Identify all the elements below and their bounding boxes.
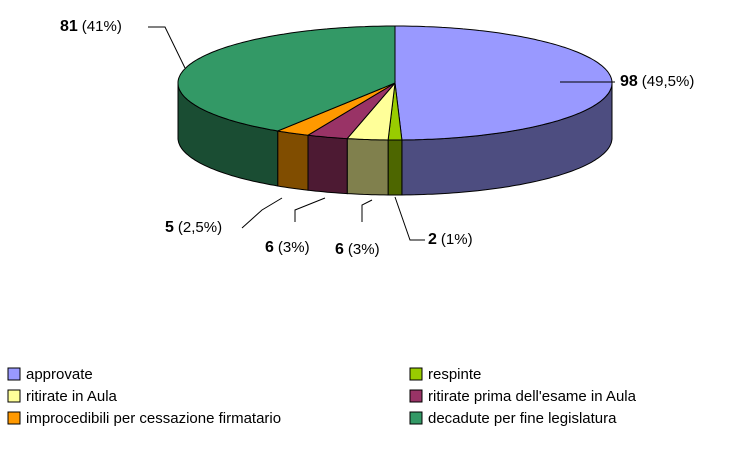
data-label-percent: (3%) <box>348 241 380 258</box>
pie-wall <box>277 130 309 191</box>
data-label: 2 (1%) <box>428 231 473 248</box>
pie-wall <box>387 139 403 196</box>
legend-label: improcedibili per cessazione firmatario <box>26 410 281 427</box>
leader-line <box>294 197 326 222</box>
pie-wall <box>307 134 348 195</box>
pie-wall <box>346 138 389 196</box>
data-label-value: 81 <box>60 18 78 35</box>
legend-swatch <box>409 411 423 425</box>
legend-label: respinte <box>428 366 481 383</box>
legend-swatch <box>409 367 423 381</box>
data-label-percent: (3%) <box>278 239 310 256</box>
legend-label: ritirate prima dell'esame in Aula <box>428 388 637 405</box>
data-label: 6 (3%) <box>265 239 310 256</box>
data-label-value: 2 <box>428 231 437 248</box>
data-label: 81 (41%) <box>60 18 122 35</box>
data-label-value: 6 <box>335 241 344 258</box>
data-label-percent: (49,5%) <box>642 73 695 90</box>
leader-line <box>148 26 186 69</box>
legend-label: approvate <box>26 366 93 383</box>
data-label-percent: (1%) <box>441 231 473 248</box>
data-label-value: 6 <box>265 239 274 256</box>
pie-slice <box>177 25 396 132</box>
leader-line <box>361 199 373 222</box>
pie-slice <box>306 82 396 140</box>
data-label-value: 98 <box>620 73 638 90</box>
data-label-percent: (2,5%) <box>178 219 222 236</box>
legend-label: decadute per fine legislatura <box>428 410 617 427</box>
pie-slice <box>275 82 396 136</box>
data-label: 98 (49,5%) <box>620 73 694 90</box>
leader-line <box>394 196 425 241</box>
leader-line <box>241 197 283 229</box>
data-label-value: 5 <box>165 219 174 236</box>
legend-swatch <box>7 411 21 425</box>
data-label: 6 (3%) <box>335 241 380 258</box>
legend-swatch <box>7 389 21 403</box>
data-label-percent: (41%) <box>82 18 122 35</box>
data-label: 5 (2,5%) <box>165 219 222 236</box>
legend-swatch <box>7 367 21 381</box>
legend-label: ritirate in Aula <box>26 388 118 405</box>
legend-swatch <box>409 389 423 403</box>
